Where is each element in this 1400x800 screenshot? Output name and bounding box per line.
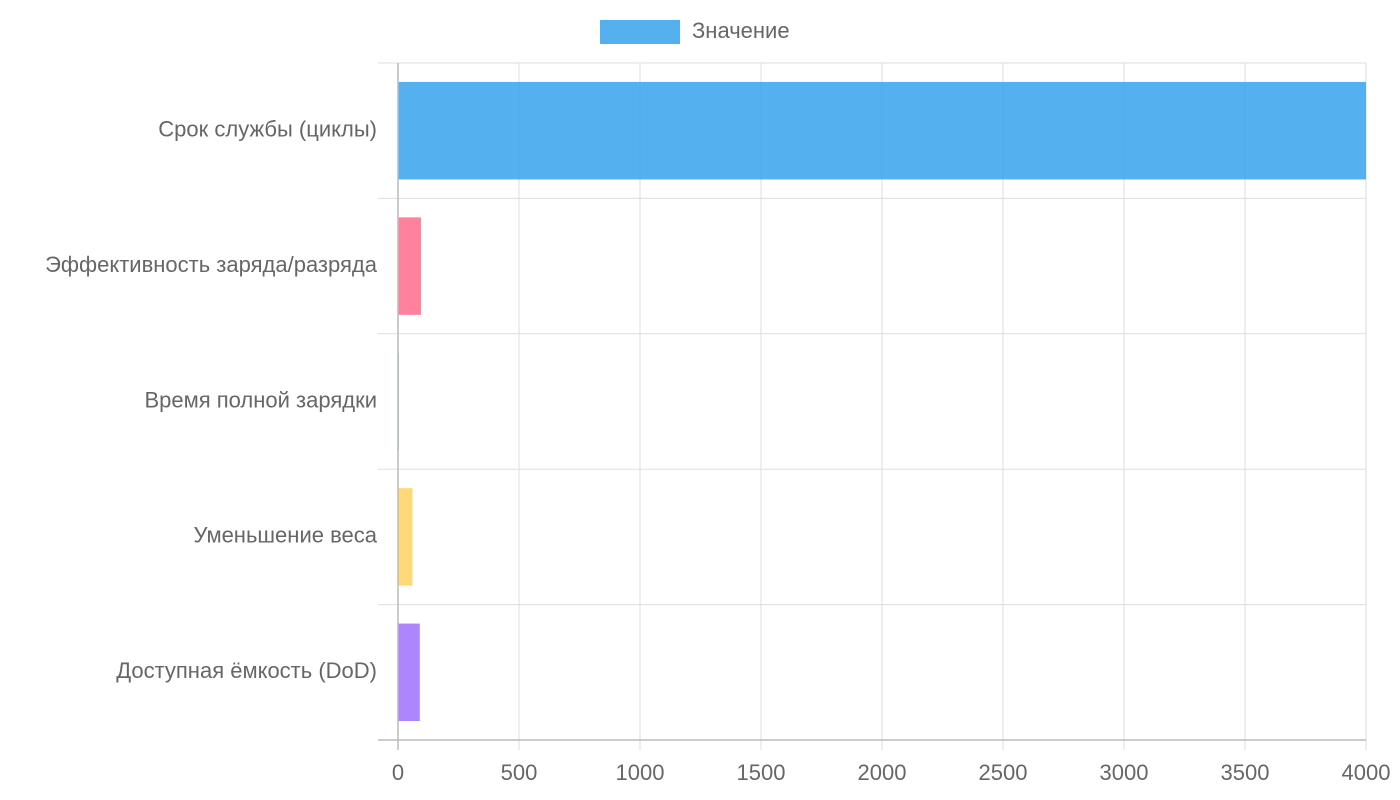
- x-tick-label: 2000: [858, 760, 907, 785]
- x-tick-label: 1000: [616, 760, 665, 785]
- x-tick-label: 3500: [1221, 760, 1270, 785]
- x-tick-label: 0: [392, 760, 404, 785]
- y-tick-label: Эффективность заряда/разряда: [45, 252, 378, 277]
- x-tick-label: 500: [501, 760, 538, 785]
- x-tick-label: 1500: [737, 760, 786, 785]
- bar: [398, 623, 420, 722]
- bar: [398, 488, 413, 586]
- y-tick-label: Уменьшение веса: [193, 523, 377, 548]
- bar: [398, 217, 421, 315]
- bar: [398, 81, 1366, 180]
- x-tick-label: 3000: [1100, 760, 1149, 785]
- legend-label: Значение: [692, 18, 790, 43]
- legend-swatch: [600, 20, 680, 44]
- y-tick-label: Срок службы (циклы): [158, 117, 377, 142]
- y-tick-label: Доступная ёмкость (DoD): [116, 658, 377, 683]
- y-tick-label: Время полной зарядки: [144, 387, 377, 412]
- x-tick-label: 4000: [1342, 760, 1391, 785]
- x-tick-label: 2500: [979, 760, 1028, 785]
